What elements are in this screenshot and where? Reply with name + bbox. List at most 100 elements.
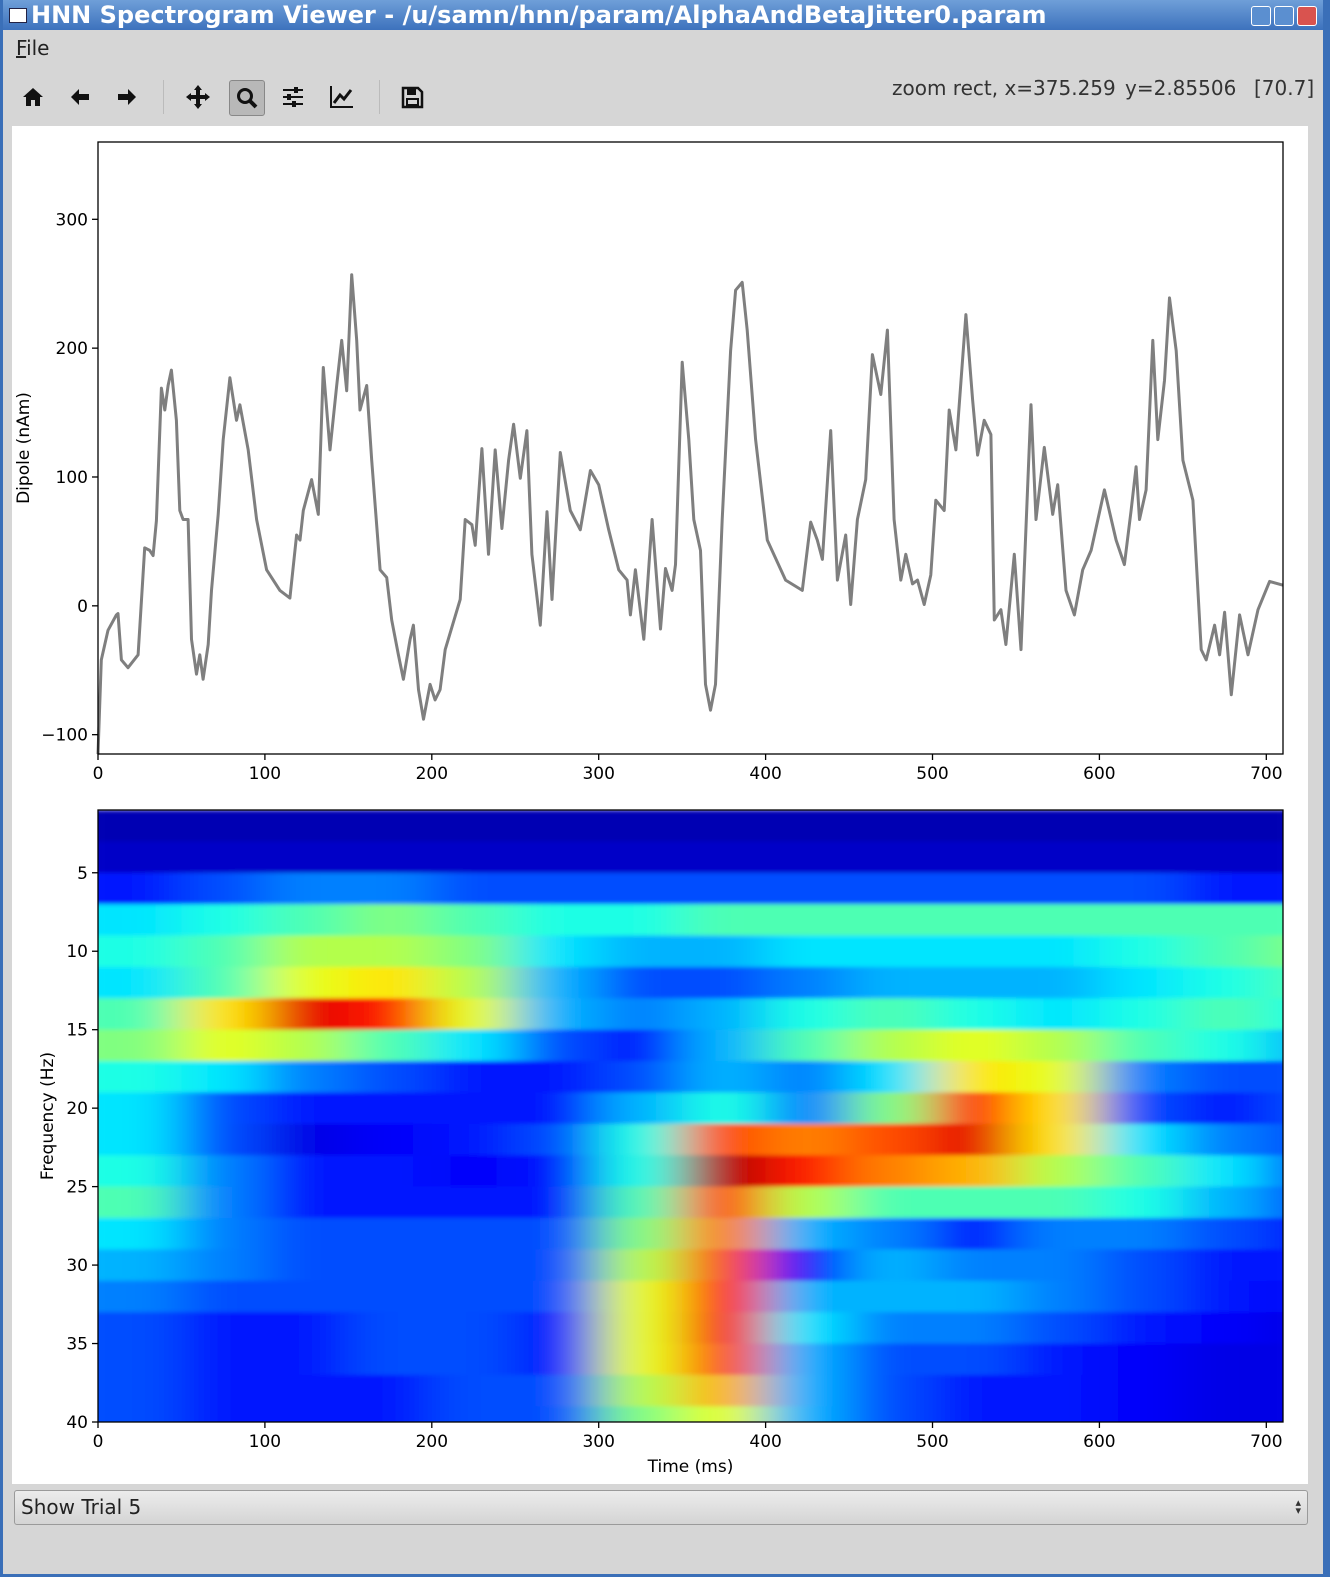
spectrogram-cell [849,1406,934,1422]
spectrogram-cell [1266,904,1283,937]
spectrogram-cell [932,1312,1017,1345]
spectrogram-cell [98,998,183,1031]
spectrogram-cell [682,1406,767,1422]
spectrogram-cell [932,1155,1017,1188]
spectrogram-cell [264,1186,350,1219]
x-tick-label: 200 [416,1432,448,1452]
close-button[interactable] [1297,6,1317,26]
spectrogram-cell [348,872,433,905]
spectrogram-cell [1266,872,1283,905]
x-tick-label: 400 [749,764,781,784]
spectrogram-cell [765,1280,851,1313]
spectrogram-cell [264,1218,350,1250]
spectrogram-cell [765,1029,851,1062]
x-tick-label: 0 [93,1432,104,1452]
spectrogram-cell [1015,966,1101,999]
forward-button[interactable] [110,80,144,114]
spectrogram-cell [1266,1374,1283,1407]
save-button[interactable] [395,80,429,114]
spectrogram-cell [682,1123,767,1156]
x-tick-label: 100 [249,764,281,784]
spectrogram-cell [1266,810,1283,842]
spectrogram-cell [348,1061,433,1093]
spectrogram-cell [849,1312,934,1345]
spectrogram-cell [932,1374,1017,1407]
spectrogram-cell [1015,841,1101,874]
spectrogram-cell [264,872,350,905]
spectrogram-cell [765,966,851,999]
spectrogram-cell [1182,841,1268,874]
spectrogram-cell [431,1343,517,1376]
spectrogram-cell [598,1280,684,1313]
spectrogram-cell [515,935,600,968]
zoom-button[interactable] [229,80,265,116]
spectrogram-cell [1266,1061,1283,1093]
spectrogram-cell [1266,966,1283,999]
spectrogram-cell [1182,1061,1268,1093]
spectrogram-cell [348,1343,433,1376]
spectrogram-cell [181,935,266,968]
spectrogram-cell [264,935,350,968]
configure-button[interactable] [276,80,310,114]
spectrogram-cell [765,1249,851,1282]
spectrogram-cell [98,1092,183,1125]
spectrogram-cell [1182,966,1268,999]
spectrogram-cell [1099,966,1184,999]
spectrogram-cell [765,998,851,1031]
spectrogram-cell [765,1155,851,1188]
home-button[interactable] [16,80,50,114]
spectrogram-cell [849,1374,934,1407]
spectrogram-cell [1266,1249,1283,1282]
spectrogram-cell [264,841,350,874]
spectrogram-cell [515,998,600,1031]
spectrogram-cell [932,935,1017,968]
spectrogram-cell [515,1155,600,1188]
pan-button[interactable] [181,80,215,114]
spectrogram-cell [181,1343,266,1376]
spectrogram-cell [181,1280,266,1313]
spectrogram-cell [598,841,684,874]
spectrogram-cell [348,1155,433,1188]
spectrogram-cell [181,841,266,874]
maximize-button[interactable] [1274,6,1294,26]
back-button[interactable] [63,80,97,114]
spectrogram-cell [682,998,767,1031]
spectrogram-cell [849,810,934,842]
minimize-button[interactable] [1251,6,1271,26]
spectrogram-cell [515,841,600,874]
spectrogram-cell [765,935,851,968]
status-y: y=2.85506 [1125,76,1237,100]
spectrogram-cell [1099,1218,1184,1250]
spectrogram-cell [682,1280,767,1313]
spectrogram-cell [1099,1280,1184,1313]
spectrogram-cell [181,1155,266,1188]
spectrogram-cell [932,1029,1017,1062]
spectrogram-cell [682,966,767,999]
spectrogram-cell [682,904,767,937]
spectrogram-cell [932,1406,1017,1422]
spectrogram-cell [264,966,350,999]
spectrogram-cell [598,872,684,905]
x-tick-label: 700 [1250,764,1282,784]
spectrogram-cell [598,966,684,999]
spectrogram-cell [181,966,266,999]
spectrogram-cell [1099,872,1184,905]
spectrogram-cell [598,1406,684,1422]
spectrogram-cell [348,904,433,937]
spectrogram-cell [1099,935,1184,968]
spectrogram-cell [598,998,684,1031]
menu-item[interactable]: File [16,36,50,60]
spectrogram-cell [348,1249,433,1282]
spectrogram-cell [682,1218,767,1250]
separator [163,80,164,114]
spectrogram-cell [1266,1186,1283,1219]
spectrogram-cell [431,1406,517,1422]
y-tick-label: −100 [41,726,88,746]
spectrogram-cell [1015,1061,1101,1093]
spectrogram-cell [431,1155,517,1188]
spectrogram-cell [1182,904,1268,937]
trial-select[interactable]: Show Trial 5 ▴ ▾ [14,1490,1308,1525]
axes-button[interactable] [325,80,359,114]
spectrogram-cell [264,1092,350,1125]
spectrogram-cell [932,872,1017,905]
